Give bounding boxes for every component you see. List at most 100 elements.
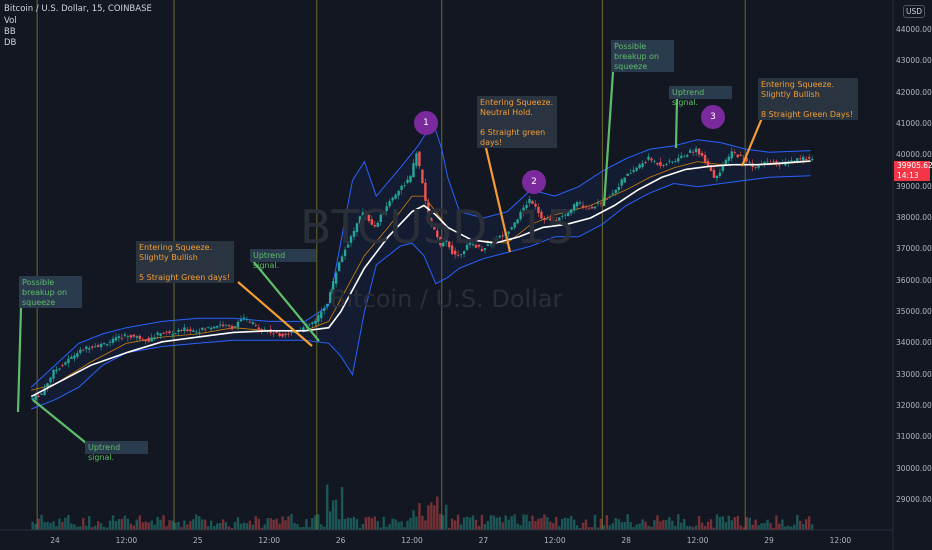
volume-bar <box>456 514 460 530</box>
candle-body <box>674 160 677 162</box>
volume-bar <box>680 522 683 530</box>
annotation-uptrend-3[interactable]: Uptrend signal. <box>669 86 732 107</box>
candle-body <box>224 324 228 326</box>
volume-bar <box>111 515 115 530</box>
annotation-squeeze-2[interactable]: Entering Squeeze. Neutral Hold. 6 Straig… <box>477 96 557 148</box>
candle-body <box>626 173 629 176</box>
candle-body <box>477 244 481 247</box>
candle-body <box>614 189 617 193</box>
volume-bar <box>43 522 46 530</box>
candle-body <box>802 156 805 161</box>
marker-2[interactable]: 2 <box>522 170 546 194</box>
volume-bar <box>596 527 600 530</box>
annotation-squeeze-3[interactable]: Entering Squeeze. Slightly Bullish 8 Str… <box>758 78 858 120</box>
candle-body <box>99 343 103 348</box>
volume-bar <box>320 524 323 530</box>
volume-bar <box>58 518 61 530</box>
candle-body <box>653 160 656 162</box>
volume-bar <box>810 524 814 530</box>
volume-bar <box>183 520 186 530</box>
candle-body <box>721 166 725 172</box>
annotation-arrows <box>16 71 764 444</box>
candle-body <box>558 217 561 222</box>
volume-bar <box>575 525 579 530</box>
indicator-bb[interactable]: BB <box>4 27 16 37</box>
volume-bar <box>605 515 609 530</box>
volume-bar <box>215 523 219 530</box>
price-tick-label: 40000.00 <box>896 150 932 160</box>
candle-body <box>278 333 281 337</box>
candle-body <box>683 156 686 158</box>
volume-bar <box>706 521 710 530</box>
annotation-uptrend-2[interactable]: Uptrend signal. <box>250 249 316 270</box>
candle-body <box>507 231 510 234</box>
candle-body <box>144 339 147 342</box>
candle-body <box>102 343 106 345</box>
candle-body <box>90 346 94 348</box>
volume-bar <box>611 523 615 530</box>
price-tick-label: 43000.00 <box>896 56 932 66</box>
candle-body <box>156 332 159 335</box>
volume-bar <box>67 515 70 530</box>
volume-bar <box>534 521 537 530</box>
volume-bar <box>745 517 748 530</box>
candle-body <box>662 165 665 166</box>
candle-body <box>82 349 85 351</box>
time-tick-label: 24 <box>50 536 60 545</box>
candle-body <box>79 349 82 353</box>
candle-body <box>281 333 284 337</box>
volume-bar <box>201 519 204 530</box>
volume-bar <box>784 526 787 530</box>
volume-bar <box>751 524 754 530</box>
volume-bar <box>37 518 40 530</box>
volume-bar <box>293 522 296 530</box>
marker-1[interactable]: 1 <box>414 111 438 135</box>
candle-body <box>644 162 647 163</box>
candle-body <box>382 212 385 215</box>
volume-bar <box>394 519 397 530</box>
marker-3[interactable]: 3 <box>701 105 725 129</box>
volume-bar <box>361 523 365 530</box>
volume-bar <box>165 526 168 530</box>
volume-bar <box>474 519 478 530</box>
annotation-uptrend-1[interactable]: Uptrend signal. <box>85 441 148 462</box>
annotation-breakup-2[interactable]: Possible breakup on squeeze <box>611 40 674 72</box>
candle-body <box>207 326 210 328</box>
candle-body <box>260 329 263 330</box>
volume-bar <box>343 519 347 530</box>
volume-bar <box>439 513 442 530</box>
candle-body <box>114 337 118 341</box>
price-tick-label: 38000.00 <box>896 213 932 222</box>
candle-body <box>379 214 382 223</box>
candle-body <box>513 222 516 228</box>
candle-body <box>162 333 165 335</box>
annotation-breakup-1[interactable]: Possible breakup on squeeze <box>19 276 82 308</box>
volume-bar <box>61 521 64 530</box>
annotation-squeeze-1[interactable]: Entering Squeeze. Slightly Bullish 5 Str… <box>136 241 234 283</box>
volume-bar <box>385 526 388 530</box>
volume-bar <box>483 524 487 530</box>
currency-badge[interactable]: USD <box>903 5 925 18</box>
candle-body <box>284 333 287 336</box>
indicator-db[interactable]: DB <box>4 38 17 48</box>
volume-bar <box>76 526 79 530</box>
candle-body <box>326 303 329 307</box>
candle-body <box>153 337 156 339</box>
volume-bar <box>525 514 528 530</box>
volume-bar <box>352 516 356 530</box>
volume-bar <box>174 522 177 530</box>
candle-body <box>159 333 162 336</box>
volume-bar <box>218 522 222 530</box>
moving-average-line <box>30 160 811 398</box>
symbol-title[interactable]: Bitcoin / U.S. Dollar, 15, COINBASE <box>4 4 152 14</box>
volume-bar <box>370 518 374 530</box>
candle-body <box>730 151 734 159</box>
candle-body <box>552 219 555 221</box>
volume-bar <box>49 523 52 530</box>
volume-bar <box>453 520 457 530</box>
volume-bar <box>239 523 243 530</box>
price-tick-label: 30000.00 <box>896 463 932 473</box>
candle-body <box>522 207 525 213</box>
indicator-vol[interactable]: Vol <box>4 16 17 26</box>
candle-body <box>510 227 513 230</box>
